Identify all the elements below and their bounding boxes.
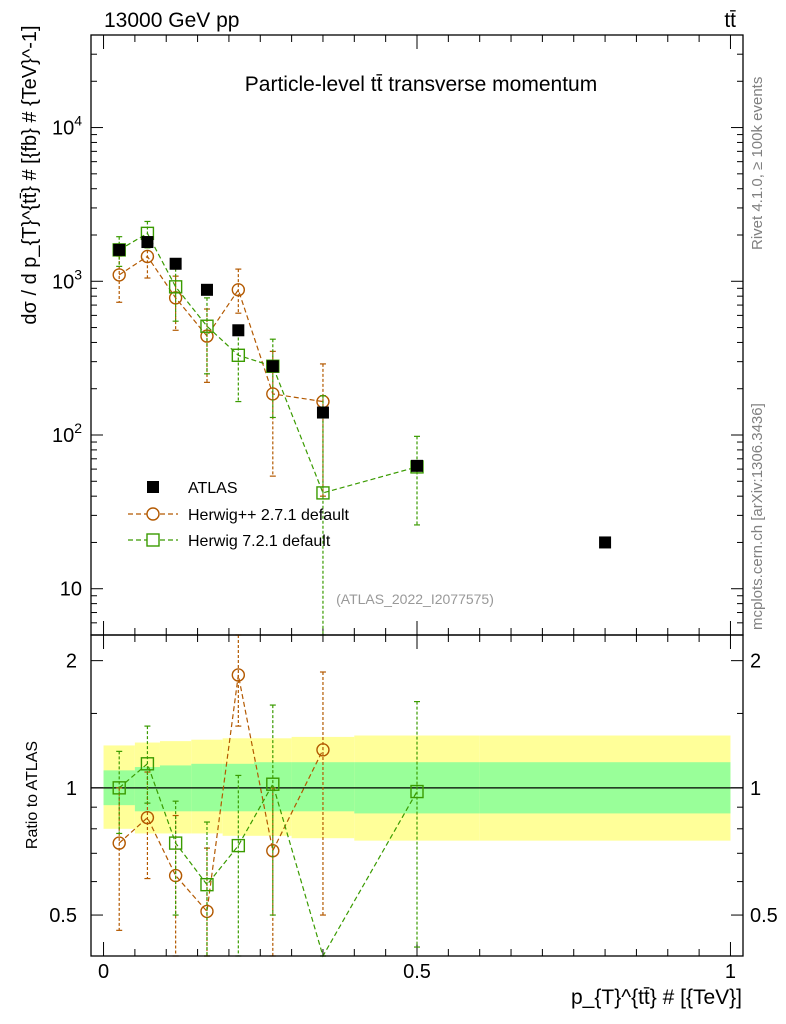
- data-point: [266, 360, 279, 373]
- legend: ATLAS Herwig++ 2.7.1 default Herwig 7.2.1 …: [128, 480, 350, 550]
- data-point: [168, 280, 183, 294]
- ratio-tick-label-right: 1: [750, 778, 761, 800]
- ratio-tick-label-right: 2: [750, 651, 761, 673]
- x-tick-label: 1: [725, 961, 736, 983]
- header-left: 13000 GeV pp: [104, 9, 239, 32]
- data-point: [140, 249, 155, 264]
- y-tick-label: 104: [52, 113, 82, 140]
- data-point: [231, 838, 246, 853]
- data-point: [168, 291, 183, 305]
- data-point: [112, 268, 126, 282]
- data-point: [231, 348, 246, 362]
- legend-marker-square: [146, 533, 160, 547]
- data-point: [169, 257, 182, 270]
- data-point: [599, 536, 612, 549]
- data-point: [316, 486, 330, 500]
- data-point: [200, 283, 213, 296]
- data-point: [141, 236, 154, 249]
- data-point: [113, 243, 126, 256]
- main-y-axis-label: dσ / d p_{T}^{tt̄} # [{fb} # {TeV}^-1]: [19, 25, 41, 324]
- ratio-tick-label-right: 0.5: [750, 905, 778, 927]
- x-axis-label: p_{T}^{tt̄} # [{TeV}]: [571, 986, 742, 1009]
- data-point: [200, 877, 214, 892]
- data-point: [112, 836, 126, 850]
- ratio-frame: [90, 634, 744, 957]
- chart-title: Particle-level tt̄ transverse momentum: [245, 73, 597, 96]
- data-point: [140, 810, 155, 825]
- ratio-panel: 0.5 0.5 1 1 2 2 0 0.5 1 Ratio to ATLAS p_{T}^{tt…: [24, 634, 778, 1009]
- ratio-tick-label-left: 1: [66, 778, 77, 800]
- mcplots-label: mcplots.cern.ch [arXiv:1306.3436]: [749, 403, 766, 630]
- ratio-tick-label-left: 2: [66, 651, 77, 673]
- y-tick-label: 102: [52, 420, 82, 447]
- data-point: [316, 406, 329, 419]
- rivet-label: Rivet 4.1.0, ≥ 100k events: [749, 77, 766, 250]
- data-point: [200, 319, 214, 333]
- series-line: [118, 762, 418, 958]
- legend-marker-data: [147, 481, 159, 493]
- main-panel: 10 102 103 104 Particle-level tt̄ transvers…: [19, 25, 744, 636]
- legend-label: Herwig 7.2.1 default: [188, 533, 331, 550]
- y-tick-label: 10: [60, 579, 82, 601]
- data-point: [232, 324, 245, 337]
- x-tick-label: 0.5: [403, 961, 431, 983]
- data-point: [231, 668, 246, 682]
- ratio-y-axis-label: Ratio to ATLAS: [24, 741, 41, 849]
- data-point: [112, 781, 126, 795]
- data-point: [411, 459, 423, 472]
- data-point: [266, 777, 280, 791]
- data-point: [168, 836, 183, 850]
- legend-label: ATLAS: [188, 480, 238, 497]
- y-tick-label: 103: [52, 266, 82, 293]
- analysis-label: (ATLAS_2022_I2077575): [336, 591, 494, 607]
- legend-label: Herwig++ 2.7.1 default: [188, 507, 350, 524]
- data-point: [316, 743, 330, 757]
- legend-marker-circle: [146, 507, 160, 521]
- ratio-tick-label-left: 0.5: [49, 905, 77, 927]
- x-tick-label: 0: [98, 961, 109, 983]
- data-point: [410, 784, 424, 799]
- data-point: [140, 757, 155, 771]
- data-point: [231, 283, 246, 297]
- header-right: tt̄: [724, 9, 736, 32]
